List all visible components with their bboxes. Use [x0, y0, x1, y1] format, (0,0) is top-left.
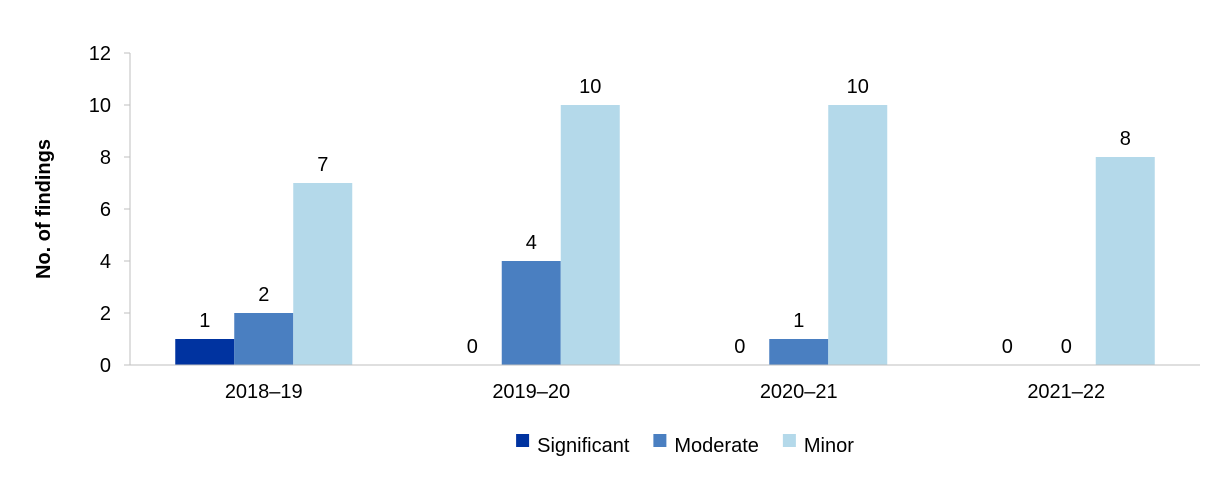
- legend: Significant Moderate Minor: [516, 434, 854, 457]
- data-label: 7: [317, 154, 328, 176]
- data-label: 0: [1061, 336, 1072, 358]
- data-label: 1: [199, 310, 210, 332]
- bar-significant: [175, 339, 235, 365]
- data-labels: 1 2 7 0 4 10 0 1 10 0 0 8: [199, 76, 1131, 358]
- bar-minor: [1095, 157, 1155, 365]
- data-label: 2: [258, 284, 269, 306]
- data-label: 4: [526, 232, 537, 254]
- legend-swatch: [782, 434, 796, 447]
- bar-moderate: [769, 339, 829, 365]
- legend-label: Minor: [804, 435, 854, 457]
- data-label: 1: [793, 310, 804, 332]
- y-axis-ticks: 0 2 4 6 8 10 12: [89, 43, 130, 377]
- data-label: 10: [847, 76, 869, 98]
- bar-minor: [293, 183, 353, 365]
- legend-item-significant: Significant: [516, 434, 630, 457]
- y-tick-label: 4: [100, 251, 111, 273]
- y-tick-label: 2: [100, 303, 111, 325]
- bar-minor: [560, 105, 620, 365]
- x-tick-label: 2020–21: [760, 381, 838, 403]
- y-axis-title: No. of findings: [33, 139, 55, 279]
- bar-moderate: [501, 261, 561, 365]
- y-tick-label: 10: [89, 95, 111, 117]
- x-tick-label: 2021–22: [1027, 381, 1105, 403]
- data-label: 0: [734, 336, 745, 358]
- y-tick-label: 0: [100, 355, 111, 377]
- y-tick-label: 12: [89, 43, 111, 65]
- bar-moderate: [234, 313, 294, 365]
- legend-label: Moderate: [674, 435, 759, 457]
- bars: [175, 105, 1155, 365]
- data-label: 0: [467, 336, 478, 358]
- legend-item-minor: Minor: [782, 434, 854, 457]
- data-label: 0: [1002, 336, 1013, 358]
- y-tick-label: 6: [100, 199, 111, 221]
- legend-item-moderate: Moderate: [653, 434, 759, 457]
- bar-minor: [828, 105, 888, 365]
- x-axis-ticks: 2018–19 2019–20 2020–21 2021–22: [225, 381, 1105, 403]
- x-tick-label: 2018–19: [225, 381, 303, 403]
- legend-label: Significant: [537, 435, 630, 457]
- legend-swatch: [516, 434, 530, 447]
- data-label: 10: [579, 76, 601, 98]
- x-tick-label: 2019–20: [492, 381, 570, 403]
- legend-swatch: [653, 434, 667, 447]
- y-tick-label: 8: [100, 147, 111, 169]
- data-label: 8: [1120, 128, 1131, 150]
